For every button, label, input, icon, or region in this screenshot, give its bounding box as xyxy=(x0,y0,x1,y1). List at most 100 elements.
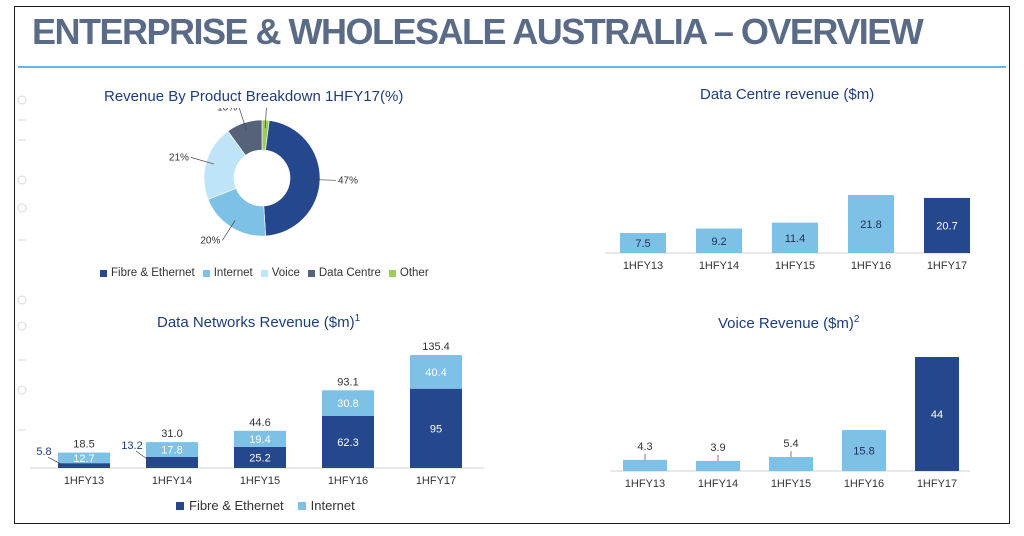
legend-swatch xyxy=(176,501,184,510)
internet-label-1hfy15: 19.4 xyxy=(249,434,270,446)
value-label-1hfy15: 5.4 xyxy=(783,438,798,450)
pie-legend-item-other: Other xyxy=(388,267,429,279)
bar-1hfy13 xyxy=(620,233,666,253)
category-label-1hfy15: 1HFY15 xyxy=(771,478,811,490)
legend-label: Other xyxy=(399,267,429,279)
category-label-1hfy17: 1HFY17 xyxy=(927,260,967,272)
value-label-1hfy17: 20.7 xyxy=(936,220,957,232)
voice-title-footnote: 2 xyxy=(853,314,860,325)
bar-1hfy17 xyxy=(924,197,970,253)
bar-fibre-ethernet-1hfy17 xyxy=(410,388,462,468)
pie-legend-item-internet: Internet xyxy=(202,267,253,279)
value-label-1hfy14: 3.9 xyxy=(710,442,725,454)
value-label-1hfy13: 7.5 xyxy=(635,238,650,250)
pie-legend-item-voice: Voice xyxy=(260,267,300,279)
page-title: ENTERPRISE & WHOLESALE AUSTRALIA – OVERV… xyxy=(32,11,924,52)
category-label-1hfy15: 1HFY15 xyxy=(240,475,280,487)
data-networks-chart-title: Data Networks Revenue ($m)1 xyxy=(157,313,360,331)
value-label-1hfy16: 15.8 xyxy=(853,446,874,458)
category-label-1hfy17: 1HFY17 xyxy=(917,478,957,490)
pie-leader-internet xyxy=(222,220,236,241)
data-networks-legend: Fibre & Ethernet Internet xyxy=(176,498,355,513)
legend-swatch xyxy=(202,269,210,277)
bar-internet-1hfy13 xyxy=(58,452,110,464)
internet-label-1hfy16: 30.8 xyxy=(337,398,358,410)
bar-1hfy15 xyxy=(769,457,813,471)
pie-chart-title: Revenue By Product Breakdown 1HFY17(%) xyxy=(104,88,404,105)
pie-legend: Fibre & Ethernet Internet Voice Data Centre… xyxy=(100,267,429,279)
bar-1hfy17 xyxy=(915,357,959,471)
pie-leader-fibre-ethernet xyxy=(311,179,336,181)
data-centre-chart-title: Data Centre revenue ($m) xyxy=(700,86,875,103)
bar-fibre-ethernet-1hfy16 xyxy=(322,416,374,468)
dn-legend-item-internet: Internet xyxy=(297,498,355,513)
internet-label-1hfy14: 17.8 xyxy=(161,445,182,457)
pie-label-voice: 21% xyxy=(169,152,189,163)
category-label-1hfy13: 1HFY13 xyxy=(64,475,104,487)
pie-label-internet: 20% xyxy=(200,235,220,246)
pie-legend-item-data-centre: Data Centre xyxy=(307,267,381,279)
category-label-1hfy17: 1HFY17 xyxy=(416,475,456,487)
fibre-ethernet-label-1hfy17: 95 xyxy=(430,423,442,435)
data-networks-chart: 12.7 5.8 18.5 1HFY13 17.8 13.2 31.0 1HFY14 19.4 2… xyxy=(30,341,484,487)
internet-label-1hfy13: 12.7 xyxy=(73,453,94,465)
legend-label: Fibre & Ethernet xyxy=(111,267,195,279)
voice-title-text: Voice Revenue ($m) xyxy=(718,315,854,332)
legend-swatch xyxy=(297,501,306,510)
bar-internet-1hfy15 xyxy=(234,430,286,447)
fibre-ethernet-label-1hfy15: 25.2 xyxy=(249,452,270,464)
voice-chart-title: Voice Revenue ($m)2 xyxy=(718,314,859,332)
category-label-1hfy14: 1HFY14 xyxy=(698,478,738,490)
bar-fibre-ethernet-1hfy13 xyxy=(58,463,110,468)
pie-label-data-centre: 10% xyxy=(217,108,237,114)
data-centre-chart: 7.5 1HFY13 9.2 1HFY14 11.4 1HFY15 21.8 1HFY16 20… xyxy=(605,195,970,272)
fibre-ethernet-leader-1hfy14 xyxy=(135,450,153,463)
bar-1hfy16 xyxy=(842,430,886,471)
pie-leader-voice xyxy=(190,157,215,165)
legend-label: Voice xyxy=(271,267,300,279)
category-label-1hfy15: 1HFY15 xyxy=(775,260,815,272)
category-label-1hfy16: 1HFY16 xyxy=(844,478,884,490)
pie-chart: 2% 47% 20% 21% 10% xyxy=(169,108,358,246)
pie-leader-data-centre xyxy=(238,108,247,131)
left-edge-decoration xyxy=(17,95,27,431)
legend-swatch xyxy=(100,269,107,277)
pie-label-fibre-ethernet: 47% xyxy=(338,175,358,186)
legend-label: Fibre & Ethernet xyxy=(189,498,284,513)
legend-label: Internet xyxy=(310,498,355,513)
pie-slice-fibre-ethernet xyxy=(263,120,321,237)
category-label-1hfy14: 1HFY14 xyxy=(152,475,192,487)
bar-1hfy15 xyxy=(772,222,818,253)
title-divider xyxy=(18,66,1006,68)
category-label-1hfy13: 1HFY13 xyxy=(625,478,665,490)
legend-swatch xyxy=(388,269,396,277)
pie-legend-item-fibre-ethernet: Fibre & Ethernet xyxy=(100,267,195,279)
dn-legend-item-fibre-ethernet: Fibre & Ethernet xyxy=(176,498,284,513)
data-networks-title-text: Data Networks Revenue ($m) xyxy=(157,314,355,331)
bar-internet-1hfy17 xyxy=(410,355,462,389)
bar-fibre-ethernet-1hfy14 xyxy=(146,456,198,468)
legend-swatch xyxy=(260,269,268,277)
value-label-1hfy16: 21.8 xyxy=(860,219,881,231)
bar-fibre-ethernet-1hfy15 xyxy=(234,446,286,468)
total-label-1hfy15: 44.6 xyxy=(249,417,270,429)
voice-chart: 4.3 1HFY13 3.9 1HFY14 5.4 1HFY15 15.8 1HFY16 44 1… xyxy=(610,357,970,490)
value-label-1hfy14: 9.2 xyxy=(711,236,726,248)
bar-1hfy14 xyxy=(696,228,742,253)
category-label-1hfy16: 1HFY16 xyxy=(851,260,891,272)
bar-1hfy16 xyxy=(848,195,894,253)
category-label-1hfy14: 1HFY14 xyxy=(699,260,739,272)
category-label-1hfy13: 1HFY13 xyxy=(623,260,663,272)
pie-leader-other xyxy=(264,108,267,129)
bar-1hfy13 xyxy=(623,459,667,471)
value-label-1hfy15: 11.4 xyxy=(785,233,806,245)
internet-label-1hfy17: 40.4 xyxy=(425,367,446,379)
fibre-ethernet-label-1hfy16: 62.3 xyxy=(337,437,358,449)
category-label-1hfy16: 1HFY16 xyxy=(328,475,368,487)
total-label-1hfy17: 135.4 xyxy=(422,341,450,353)
bar-internet-1hfy14 xyxy=(146,442,198,457)
fibre-ethernet-leader-1hfy13 xyxy=(47,456,65,466)
bar-1hfy14 xyxy=(696,460,740,471)
bar-internet-1hfy16 xyxy=(322,390,374,417)
legend-swatch xyxy=(307,269,315,277)
